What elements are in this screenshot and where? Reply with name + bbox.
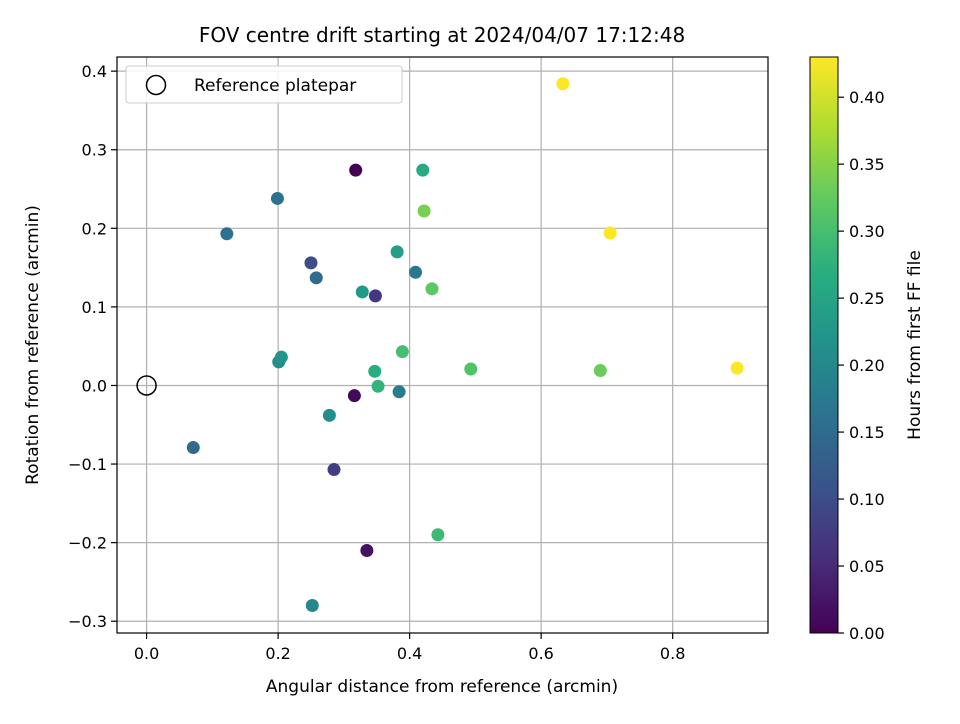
colorbar-tick-label: 0.10 — [849, 490, 885, 509]
data-point — [390, 245, 404, 259]
legend-label: Reference platepar — [194, 76, 356, 96]
data-point — [368, 289, 382, 303]
data-point — [360, 543, 374, 557]
x-axis-ticks: 0.0 0.2 0.4 0.6 0.8 — [134, 633, 685, 663]
data-point — [355, 285, 369, 299]
x-tick-label: 0.4 — [397, 644, 422, 663]
data-point — [305, 598, 319, 612]
data-point — [327, 463, 341, 477]
data-point — [270, 191, 284, 205]
data-point — [464, 362, 478, 376]
plot-frame — [116, 56, 769, 634]
y-tick-label: 0.1 — [82, 298, 107, 317]
x-tick-label: 0.8 — [660, 644, 685, 663]
colorbar-tick-label: 0.40 — [849, 88, 885, 107]
colorbar-title: Hours from first FF file — [905, 250, 925, 440]
x-axis-title: Angular distance from reference (arcmin) — [266, 677, 618, 697]
chart-title: FOV centre drift starting at 2024/04/07 … — [199, 23, 685, 47]
colorbar — [809, 56, 839, 634]
reference-point-marker — [136, 375, 157, 396]
data-point — [431, 528, 445, 542]
legend-reference-marker — [145, 74, 167, 96]
colorbar-tick-label: 0.05 — [849, 557, 885, 576]
data-point — [371, 379, 385, 393]
data-point — [392, 385, 406, 399]
y-tick-label: −0.3 — [68, 612, 107, 631]
grid-lines — [117, 57, 768, 633]
colorbar-tick-label: 0.25 — [849, 289, 885, 308]
data-point — [368, 364, 382, 378]
data-point — [593, 364, 607, 378]
x-tick-label: 0.6 — [528, 644, 553, 663]
colorbar-tick-label: 0.15 — [849, 423, 885, 442]
y-tick-label: −0.2 — [68, 534, 107, 553]
data-point — [395, 345, 409, 359]
data-point — [409, 265, 423, 279]
colorbar-tick-label: 0.35 — [849, 155, 885, 174]
data-point — [603, 226, 617, 240]
data-point — [416, 163, 430, 177]
data-point — [417, 204, 431, 218]
data-point — [186, 441, 200, 455]
legend: Reference platepar — [125, 65, 403, 104]
data-point — [274, 350, 288, 364]
y-axis-ticks: −0.3 −0.2 −0.1 0.0 0.1 0.2 0.3 0.4 — [68, 62, 117, 631]
data-point — [309, 271, 323, 285]
y-tick-label: 0.2 — [82, 219, 107, 238]
data-point — [730, 361, 744, 375]
data-point — [322, 408, 336, 422]
colorbar-tick-label: 0.20 — [849, 356, 885, 375]
data-point — [556, 77, 570, 91]
colorbar-tick-label: 0.30 — [849, 222, 885, 241]
y-tick-label: 0.4 — [82, 62, 107, 81]
data-point — [347, 389, 361, 403]
y-axis-title: Rotation from reference (arcmin) — [23, 205, 43, 485]
data-point — [304, 256, 318, 270]
y-tick-label: 0.3 — [82, 141, 107, 160]
y-tick-label: −0.1 — [68, 455, 107, 474]
colorbar-tick-label: 0.00 — [849, 624, 885, 643]
colorbar-ticks: 0.00 0.05 0.10 0.15 0.20 0.25 0.30 0.35 0.40 — [838, 88, 885, 643]
data-point — [220, 227, 234, 241]
y-tick-label: 0.0 — [82, 376, 107, 395]
x-tick-label: 0.0 — [134, 644, 159, 663]
data-point — [425, 282, 439, 296]
data-points — [136, 77, 744, 612]
legend-box — [125, 65, 403, 104]
data-point — [349, 163, 363, 177]
x-tick-label: 0.2 — [265, 644, 290, 663]
